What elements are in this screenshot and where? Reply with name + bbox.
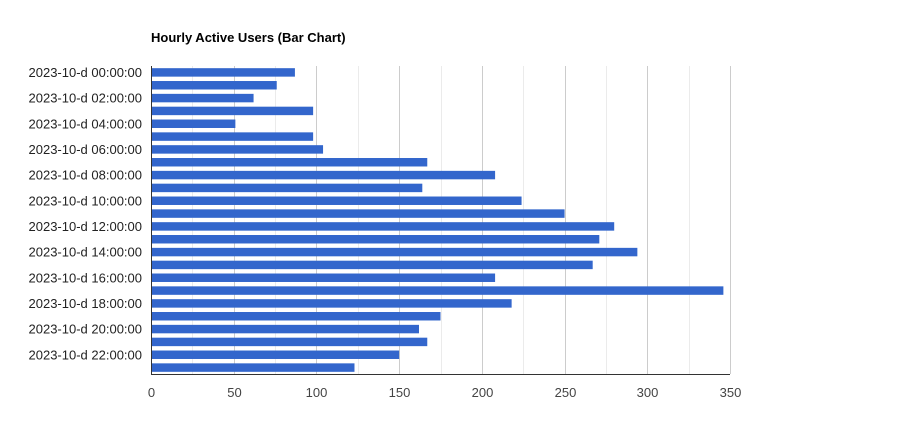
bar — [151, 196, 522, 205]
category-label: 2023-10-d 14:00:00 — [29, 245, 142, 260]
x-tick-label: 150 — [389, 385, 411, 400]
bar — [151, 68, 295, 77]
bar — [151, 119, 236, 128]
bar — [151, 247, 638, 257]
bar — [151, 350, 400, 359]
bar — [151, 222, 615, 231]
x-tick-label: 0 — [148, 385, 155, 400]
x-tick-label: 300 — [637, 385, 659, 400]
bar — [151, 158, 428, 167]
x-tick-labels: 0 50 100 150 200 250 300 350 — [148, 385, 741, 400]
category-label: 2023-10-d 02:00:00 — [29, 91, 142, 106]
category-label: 2023-10-d 04:00:00 — [29, 116, 142, 131]
x-tick-label: 250 — [555, 385, 577, 400]
bar — [151, 235, 600, 244]
gridlines — [192, 66, 731, 374]
bar — [151, 273, 496, 282]
bar — [151, 132, 314, 141]
category-label: 2023-10-d 16:00:00 — [29, 270, 142, 285]
bars — [151, 68, 724, 372]
bar — [151, 286, 724, 295]
bar — [151, 260, 593, 270]
bar — [151, 324, 419, 334]
category-label: 2023-10-d 18:00:00 — [29, 296, 142, 311]
chart-title: Hourly Active Users (Bar Chart) — [151, 30, 346, 45]
bar — [151, 93, 254, 103]
category-label: 2023-10-d 20:00:00 — [29, 322, 142, 337]
bar — [151, 183, 423, 193]
x-tick-label: 50 — [227, 385, 241, 400]
x-tick-label: 100 — [306, 385, 328, 400]
x-tick-label: 350 — [720, 385, 742, 400]
bar — [151, 145, 324, 154]
category-label: 2023-10-d 10:00:00 — [29, 193, 142, 208]
category-label: 2023-10-d 22:00:00 — [29, 347, 142, 362]
bar — [151, 81, 277, 90]
bar — [151, 299, 512, 308]
category-labels: 2023-10-d 00:00:00 2023-10-d 02:00:00 2023… — [29, 65, 142, 362]
bar — [151, 363, 355, 372]
category-label: 2023-10-d 08:00:00 — [29, 168, 142, 183]
category-label: 2023-10-d 06:00:00 — [29, 142, 142, 157]
axes — [151, 66, 730, 375]
bar — [151, 106, 314, 116]
bar — [151, 337, 428, 347]
bar — [151, 312, 441, 321]
category-label: 2023-10-d 12:00:00 — [29, 219, 142, 234]
x-tick-label: 200 — [472, 385, 494, 400]
category-label: 2023-10-d 00:00:00 — [29, 65, 142, 80]
bar — [151, 209, 565, 218]
bar — [151, 170, 496, 180]
